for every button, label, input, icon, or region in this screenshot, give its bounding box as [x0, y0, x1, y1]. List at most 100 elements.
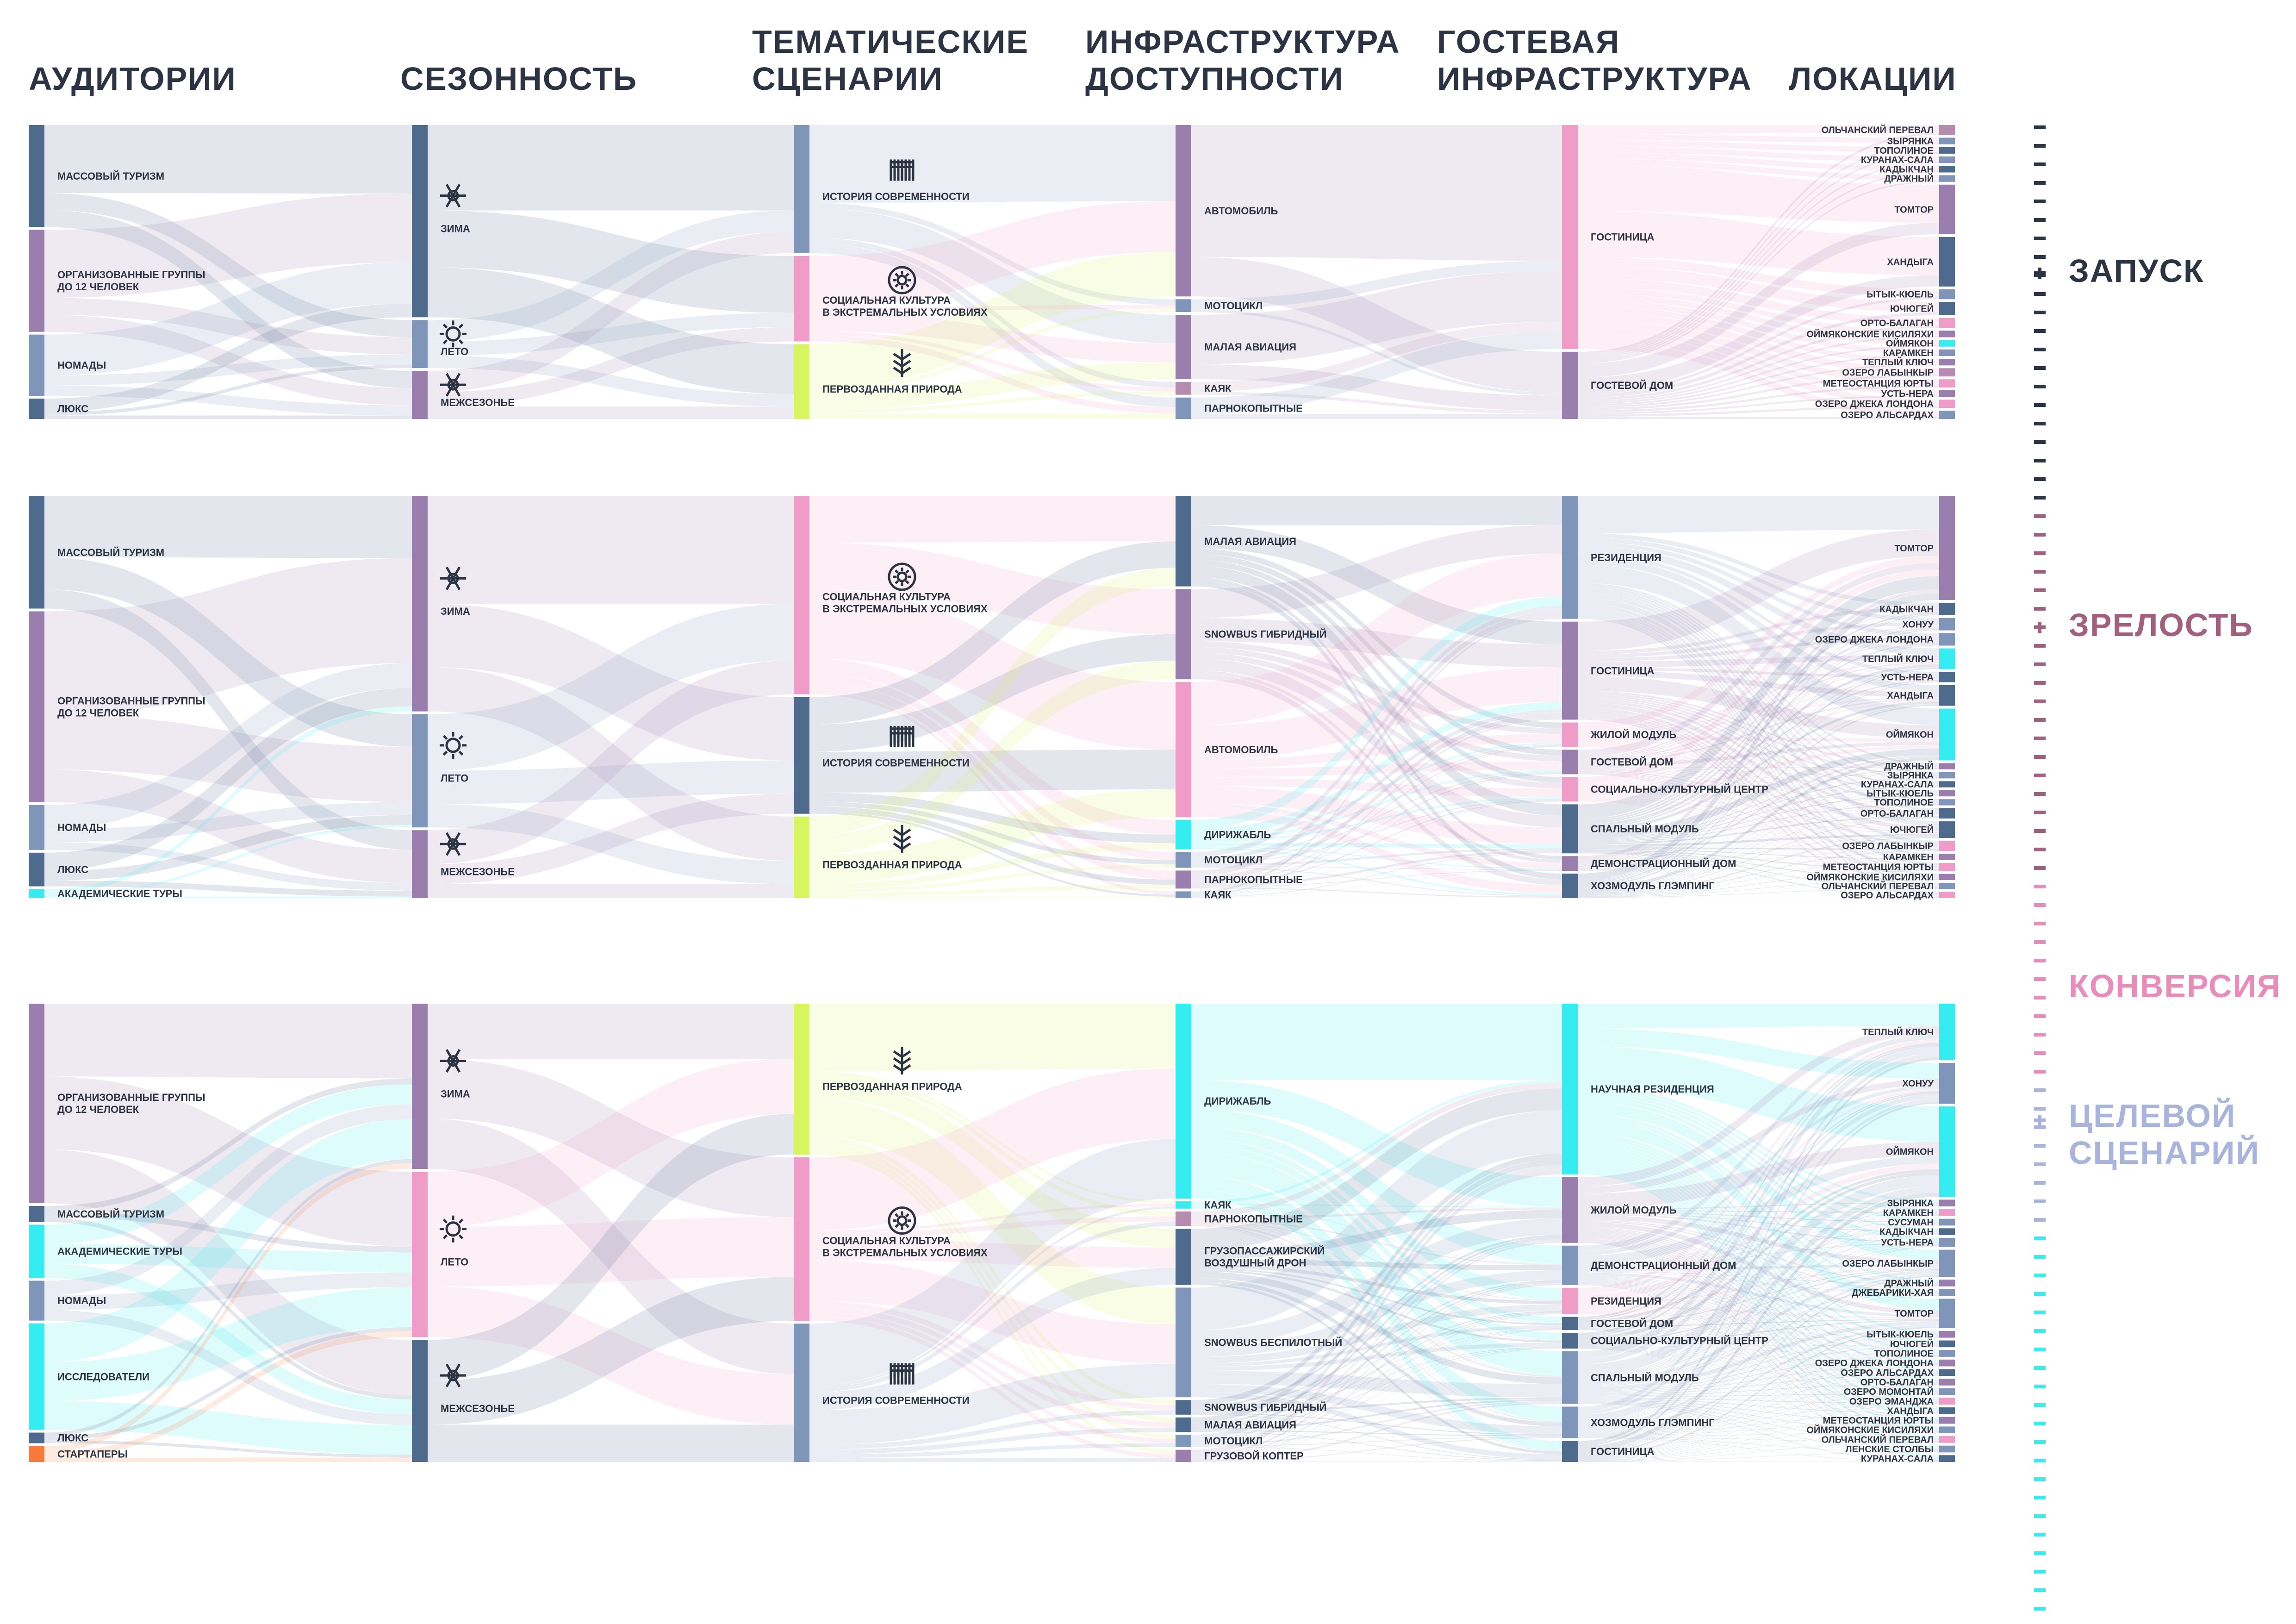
flow-ribbon	[809, 1259, 1176, 1364]
flow-ribbon	[809, 750, 1176, 793]
flow-ribbon	[1578, 743, 1939, 832]
node-3-2: АВТОМОБИЛЬ	[1176, 682, 1278, 818]
flow-ribbon	[1578, 678, 1939, 735]
flow-ribbon	[1578, 1236, 1939, 1412]
node-3-5: SNOWBUS ГИБРИДНЫЙ	[1176, 1400, 1327, 1415]
flow-ribbon	[1578, 1327, 1939, 1365]
node-label: МЕТЕОСТАНЦИЯ ЮРТЫ	[1823, 1416, 1934, 1426]
node-0-2: НОМАДЫ	[29, 334, 106, 396]
flow-ribbon	[1578, 1215, 1939, 1265]
flow-ribbon	[1191, 718, 1562, 895]
flow-ribbon	[1578, 678, 1939, 762]
flow-ribbon	[809, 541, 1176, 725]
node-label: ОЗЕРО АЛЬСАРДАХ	[1841, 890, 1934, 900]
node-label: ХОНУУ	[1902, 619, 1934, 630]
flow-ribbon	[1578, 1346, 1939, 1374]
flow-ribbon	[1578, 1295, 1939, 1455]
flow-ribbon	[809, 1136, 1176, 1405]
node-4-1: ГОСТИНИЦА	[1562, 621, 1655, 720]
flow-ribbon	[1578, 681, 1939, 886]
flow-ribbon	[44, 706, 412, 894]
flow-ribbon	[1578, 1215, 1939, 1423]
flow-ribbon	[1578, 306, 1939, 364]
flow-ribbon	[44, 1244, 412, 1273]
flow-ribbon	[428, 267, 794, 394]
flow-ribbon	[44, 1159, 412, 1437]
flow-ribbon	[1578, 851, 1939, 889]
node-5-12: ЫТЫК-КЮЕЛЬ	[1867, 1330, 1955, 1340]
flow-ribbon	[1578, 1244, 1939, 1324]
flow-ribbon	[1191, 1436, 1562, 1447]
node-label: ДИРИЖАБЛЬ	[1204, 1095, 1271, 1107]
node-bar	[1939, 854, 1955, 860]
node-3-1: МОТОЦИКЛ	[1176, 299, 1263, 312]
plant-icon	[893, 1047, 911, 1074]
flow-ribbon	[809, 305, 1176, 312]
flow-ribbon	[1191, 702, 1562, 837]
node-4-0: ГОСТИНИЦА	[1562, 125, 1655, 349]
flow-ribbon	[1578, 1147, 1939, 1381]
node-bar	[1562, 1351, 1578, 1404]
node-label: ОРТО-БАЛАГАН	[1860, 809, 1934, 819]
flow-ribbon	[1578, 406, 1939, 417]
flow-ribbon	[1578, 1284, 1939, 1343]
flow-ribbon	[1578, 704, 1939, 887]
flow-ribbon	[1578, 1280, 1939, 1412]
flow-ribbon	[1578, 748, 1939, 839]
flow-ribbon	[1191, 1446, 1562, 1462]
node-label: МАССОВЫЙ ТУРИЗМ	[57, 1208, 164, 1220]
flow-ribbon	[44, 558, 412, 715]
flow-ribbon	[1191, 1080, 1562, 1207]
flow-ribbon	[1191, 332, 1562, 414]
node-label: ОЛЬЧАНСКИЙ ПЕРЕВАЛ	[1822, 1434, 1934, 1445]
flow-ribbon	[1191, 786, 1562, 845]
flow-ribbon	[1578, 1337, 1939, 1457]
flow-ribbon	[809, 589, 1176, 750]
flow-ribbon	[809, 681, 1176, 880]
flow-ribbon	[1578, 1144, 1939, 1372]
flow-ribbon	[1578, 1423, 1939, 1461]
node-5-18: ОЙМЯКОНСКИЕ КИСИЛЯХИ	[1806, 871, 1955, 882]
node-label: НОМАДЫ	[57, 822, 106, 833]
node-bar	[1939, 390, 1955, 397]
flow-ribbon	[44, 194, 412, 298]
flow-ribbon	[1578, 742, 1939, 815]
node-label: ТОПОЛИНОЕ	[1874, 1349, 1934, 1359]
flow-ribbon	[1578, 668, 1939, 885]
flow-ribbon	[1578, 1114, 1939, 1282]
node-bar	[794, 1324, 809, 1462]
node-label: ЛЕТО	[441, 773, 468, 784]
flow-ribbon	[1578, 679, 1939, 789]
flow-ribbon	[1578, 739, 1939, 768]
flow-ribbon	[1578, 152, 1939, 171]
node-bar	[1176, 1435, 1191, 1447]
flow-ribbon	[1191, 842, 1562, 849]
flow-ribbon	[428, 1217, 794, 1287]
flow-ribbon	[1578, 158, 1939, 181]
flow-ribbon	[1578, 870, 1939, 898]
flow-ribbon	[1578, 1138, 1939, 1353]
node-5-11: ЫТЫК-КЮЕЛЬ	[1867, 789, 1955, 799]
flow-ribbon	[1578, 614, 1939, 882]
flow-ribbon	[1578, 611, 1939, 758]
flow-ribbon	[428, 1059, 794, 1227]
node-4-5: СПАЛЬНЫЙ МОДУЛЬ	[1562, 804, 1699, 854]
flow-ribbon	[1578, 849, 1939, 860]
flow-ribbon	[1191, 1239, 1562, 1442]
flow-ribbon	[1191, 1224, 1562, 1423]
flow-ribbon	[1578, 211, 1939, 275]
flow-ribbon	[1578, 773, 1939, 887]
flow-ribbon	[1191, 322, 1562, 392]
flow-ribbon	[809, 1079, 1176, 1248]
node-3-6: МАЛАЯ АВИАЦИЯ	[1176, 1417, 1296, 1432]
node-bar	[29, 1323, 44, 1430]
flow-ribbon	[1191, 641, 1562, 734]
flow-ribbon	[1578, 1233, 1939, 1342]
node-label: ДЖЕБАРИКИ-ХАЯ	[1852, 1288, 1934, 1298]
flow-ribbon	[1578, 1402, 1939, 1452]
flow-ribbon	[44, 1004, 412, 1079]
flow-ribbon	[1191, 800, 1562, 885]
node-3-0: ДИРИЖАБЛЬ	[1176, 1004, 1271, 1199]
flow-ribbon	[1578, 564, 1939, 725]
flow-ribbon	[1191, 606, 1562, 857]
